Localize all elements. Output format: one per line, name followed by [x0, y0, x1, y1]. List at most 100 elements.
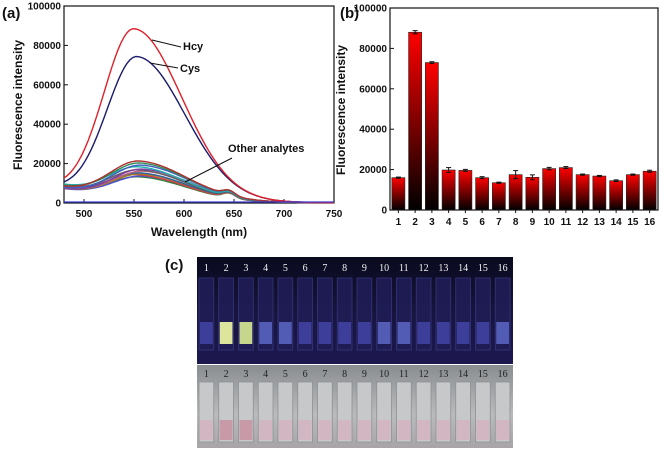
bar — [592, 175, 607, 211]
daylight-vial-solution — [377, 420, 391, 440]
daylight-vial-number: 14 — [458, 369, 468, 380]
b-x-tick-label: 4 — [446, 217, 452, 228]
panel-b-frame — [389, 7, 659, 211]
b-x-tick-label: 11 — [561, 217, 572, 228]
b-x-tick-label: 9 — [530, 217, 536, 228]
uv-vial-solution — [437, 322, 450, 344]
uv-vial-number: 16 — [498, 263, 508, 274]
daylight-vial-number: 4 — [263, 369, 268, 380]
bar — [425, 62, 439, 211]
panel-a-x-axis-label: Wavelength (nm) — [151, 225, 247, 239]
uv-vial-solution — [279, 322, 292, 344]
uv-vial-number: 3 — [243, 263, 248, 274]
a-x-tick-label: 500 — [76, 209, 93, 220]
uv-vial-solution — [476, 322, 490, 344]
panel-c: (c) 1 2 3 4 5 6 7 8 9 10 11 12 13 14 15 16 1 2 3 4 5 6 7 8 9 10 1… — [165, 257, 513, 448]
other-pointer — [184, 157, 233, 183]
bar — [391, 177, 406, 211]
uv-vial-number: 5 — [283, 263, 288, 274]
b-x-tick-label: 16 — [644, 217, 656, 228]
b-x-tick-label: 15 — [627, 217, 639, 228]
b-y-tick-label: 0 — [381, 206, 387, 217]
daylight-vial-solution — [476, 420, 490, 440]
annotation-other-analytes: Other analytes — [228, 143, 304, 155]
uv-vial-number: 14 — [458, 263, 468, 274]
b-y-tick-label: 40000 — [359, 125, 387, 136]
panel-a-y-axis-label: Fluorescence intensity — [11, 40, 25, 170]
uv-vial-solution — [338, 322, 351, 344]
b-x-tick-label: 8 — [513, 217, 519, 228]
uv-vial-solution — [377, 322, 391, 344]
a-y-tick-label: 60000 — [33, 80, 61, 91]
panel-a-frame — [63, 5, 335, 204]
daylight-vial-number: 16 — [498, 369, 508, 380]
uv-vial-number: 9 — [362, 263, 367, 274]
daylight-vial-number: 10 — [379, 369, 389, 380]
daylight-vials — [198, 381, 511, 443]
panel-b-y-ticks: 0 20000 40000 60000 80000 100000 — [354, 4, 394, 217]
panel-a-y-ticks: 0 20000 40000 60000 80000 100000 — [28, 2, 68, 210]
cys-pointer — [149, 62, 179, 69]
uv-vial-solution — [318, 322, 332, 344]
daylight-vial-number: 13 — [438, 369, 448, 380]
b-y-tick-label: 100000 — [354, 4, 388, 15]
bar — [575, 174, 590, 211]
uv-vial-number: 12 — [419, 263, 429, 274]
uv-vial-solution — [259, 322, 272, 344]
uv-vial-solution — [298, 322, 312, 344]
uv-photo-numbers: 1 2 3 4 5 6 7 8 9 10 11 12 13 14 15 16 — [204, 263, 508, 274]
b-x-tick-label: 3 — [429, 217, 435, 228]
annotation-hcy: Hcy — [183, 41, 204, 53]
annotation-cys: Cys — [180, 63, 200, 75]
b-x-tick-label: 12 — [577, 217, 589, 228]
uv-vial-number: 15 — [478, 263, 488, 274]
daylight-vial-solution — [318, 420, 332, 440]
daylight-vial-solution — [200, 420, 213, 440]
daylight-vial-solution — [279, 420, 292, 440]
uv-vial-number: 2 — [224, 263, 229, 274]
bar — [609, 180, 623, 211]
uv-vial-solution — [239, 322, 253, 344]
daylight-vial-number: 11 — [399, 369, 409, 380]
daylight-photo-numbers: 1 2 3 4 5 6 7 8 9 10 11 12 13 14 15 16 — [204, 369, 508, 380]
uv-vial-solution — [456, 322, 470, 344]
daylight-vial-solution — [239, 420, 253, 440]
panel-b-bars — [391, 30, 657, 211]
uv-vial-number: 10 — [379, 263, 389, 274]
panel-a-label: (a) — [2, 5, 20, 22]
uv-vial-number: 13 — [438, 263, 448, 274]
daylight-vial-solution — [456, 420, 470, 440]
uv-vials — [198, 277, 511, 351]
bar — [626, 174, 640, 211]
daylight-vial-number: 7 — [322, 369, 327, 380]
daylight-vial-solution — [496, 420, 509, 440]
bar — [642, 170, 657, 211]
panel-b-x-ticks: 1 2 3 4 5 6 7 8 9 10 11 12 13 14 15 16 — [396, 210, 656, 228]
a-y-tick-label: 20000 — [33, 159, 61, 170]
bar — [508, 174, 523, 211]
uv-vial-number: 8 — [342, 263, 347, 274]
b-x-tick-label: 14 — [611, 217, 623, 228]
daylight-vial-solution — [219, 420, 233, 440]
bar — [542, 168, 556, 211]
bar — [475, 177, 489, 211]
a-x-tick-label: 750 — [326, 209, 343, 220]
b-x-tick-label: 1 — [396, 217, 402, 228]
uv-vial-solution — [200, 322, 213, 344]
daylight-vial-number: 5 — [283, 369, 288, 380]
daylight-vial-solution — [397, 420, 411, 440]
b-x-tick-label: 7 — [496, 217, 502, 228]
bar — [525, 176, 540, 211]
panel-a: (a) 0 20000 40000 60000 80000 100000 500 550 60… — [2, 2, 343, 240]
b-y-tick-label: 60000 — [359, 84, 387, 95]
hcy-pointer — [151, 39, 182, 48]
uv-vial-solution — [417, 322, 430, 344]
daylight-vial-solution — [417, 420, 430, 440]
b-x-tick-label: 5 — [463, 217, 469, 228]
bar — [492, 182, 506, 211]
bar — [441, 169, 456, 211]
daylight-vial-number: 15 — [478, 369, 488, 380]
a-x-tick-label: 550 — [126, 209, 143, 220]
panel-b-label: (b) — [340, 5, 359, 22]
daylight-vial-solution — [259, 420, 272, 440]
